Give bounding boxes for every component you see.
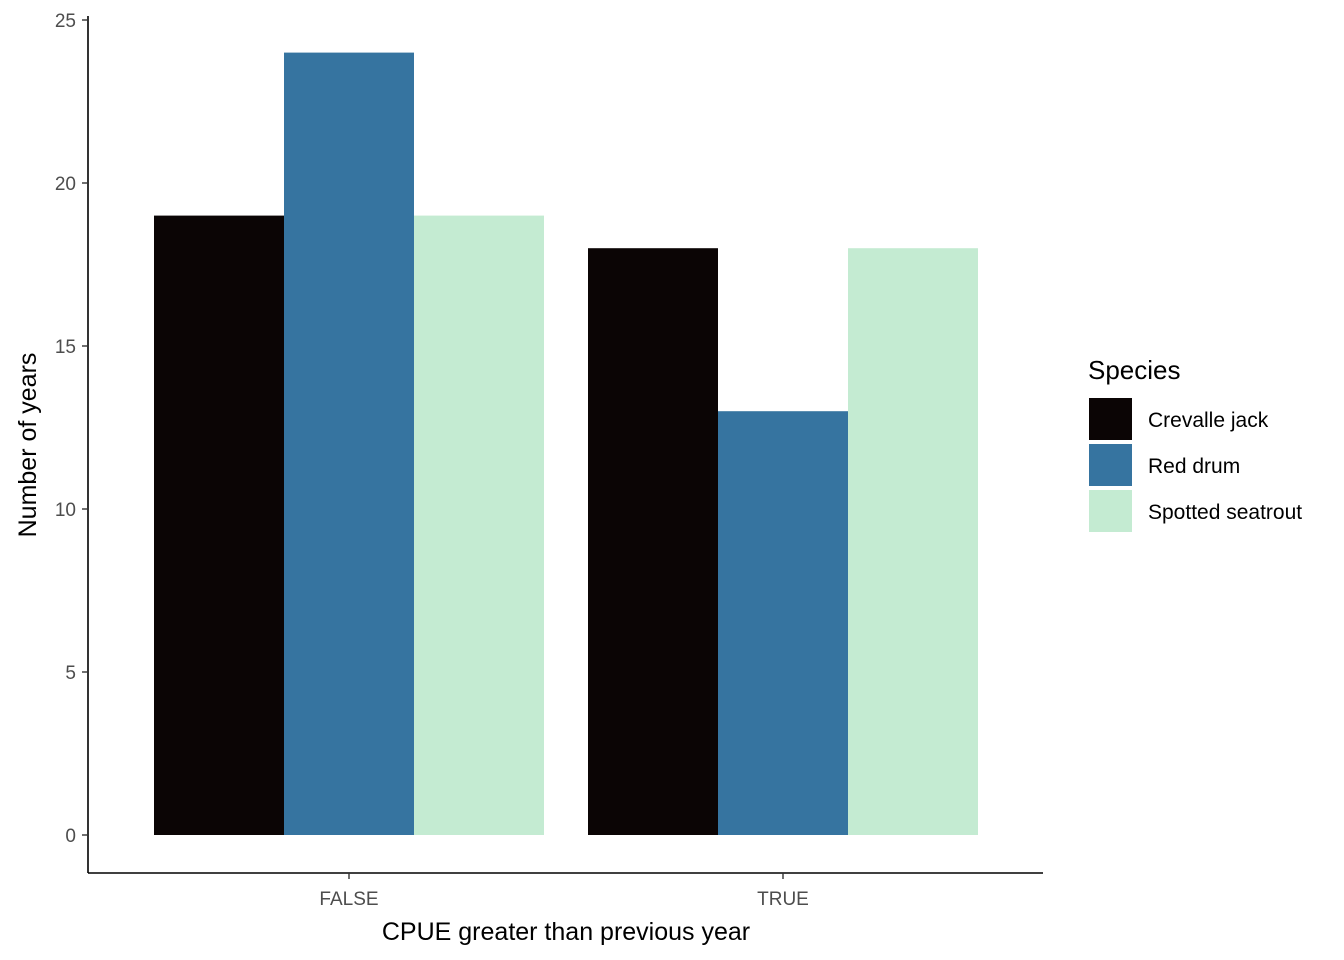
bar-false-spotted-seatrout [414,215,544,836]
legend-swatch-red-drum [1089,444,1132,486]
legend-swatch-crevalle-jack [1089,398,1132,440]
y-tick-label: 25 [55,11,76,32]
bar-true-crevalle-jack [588,248,718,835]
legend-label: Spotted seatrout [1148,501,1302,524]
y-axis: 0 5 10 15 20 25 [55,11,89,873]
y-axis-title: Number of years [14,353,42,538]
y-tick-label: 10 [55,500,76,521]
x-axis: FALSE TRUE [88,872,1043,910]
bars-group [154,52,978,836]
y-tick-label: 5 [65,663,76,684]
x-axis-title: CPUE greater than previous year [382,918,750,946]
legend: Species Crevalle jack Red drum Spotted sea… [1088,355,1302,532]
y-tick-label: 20 [55,174,76,195]
legend-label: Red drum [1148,455,1240,478]
bar-false-crevalle-jack [154,215,284,836]
x-tick-label: FALSE [319,889,378,910]
bar-true-spotted-seatrout [848,248,978,835]
legend-title: Species [1088,355,1181,385]
y-tick-label: 0 [65,826,76,847]
bar-true-red-drum [718,411,848,835]
y-tick-label: 15 [55,337,76,358]
legend-swatch-spotted-seatrout [1089,490,1132,532]
x-tick-label: TRUE [757,889,809,910]
legend-label: Crevalle jack [1148,409,1269,432]
bar-false-red-drum [284,52,414,836]
